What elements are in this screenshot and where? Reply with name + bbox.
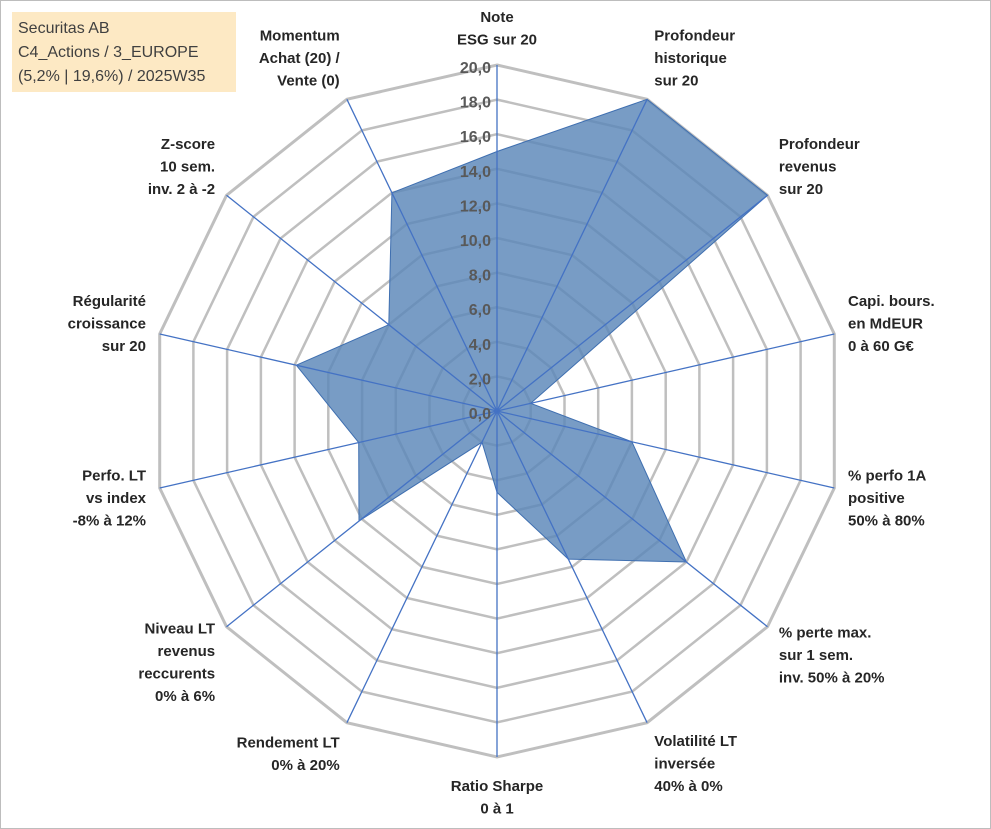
axis-spoke	[159, 410, 498, 489]
axis-spoke	[496, 194, 768, 412]
axis-label-line: Perfo. LT	[82, 467, 146, 484]
axis-label: Momentum Achat (20) / Vente (0)	[259, 27, 341, 89]
axis-spoke	[496, 99, 648, 412]
axis-label: Régularité croissance sur 20	[68, 293, 146, 355]
axis-spoke	[226, 194, 498, 412]
axis-label: Capi. bours. en MdEUR 0 à 60 G€	[848, 293, 935, 355]
axis-label-line: Ratio Sharpe	[451, 778, 544, 795]
axis-label-line: 50% à 80%	[848, 512, 925, 529]
axis-label-line: Achat (20) /	[259, 50, 341, 67]
axis-label: Note ESG sur 20	[457, 9, 537, 49]
axis-label-line: 0% à 20%	[271, 757, 339, 774]
tick-label: 10,0	[460, 233, 491, 250]
axis-label-line: reccurents	[138, 665, 215, 682]
axis-label-line: % perte max.	[779, 625, 872, 642]
axis-label-line: sur 20	[779, 181, 823, 198]
tick-label: 8,0	[469, 268, 491, 285]
series-layer	[295, 98, 769, 563]
axis-spoke	[496, 333, 835, 412]
axis-label-line: 0 à 60 G€	[848, 338, 915, 355]
info-box: Securitas AB C4_Actions / 3_EUROPE (5,2%…	[12, 12, 236, 92]
tick-label: 18,0	[460, 95, 491, 112]
axis-spoke	[496, 410, 835, 489]
tick-label: 12,0	[460, 198, 491, 215]
axis-label: Profondeur historique sur 20	[654, 27, 735, 89]
axis-label-line: % perfo 1A	[848, 467, 927, 484]
axis-label-line: Note	[480, 9, 513, 26]
axis-label-line: sur 20	[102, 338, 146, 355]
axis-label-line: Z-score	[161, 136, 215, 153]
axis-label: Volatilité LT inversée 40% à 0%	[654, 733, 737, 795]
tick-label: 4,0	[469, 337, 491, 354]
axis-label: Z-score 10 sem. inv. 2 à -2	[148, 136, 215, 198]
axis-label: Rendement LT 0% à 20%	[237, 734, 340, 774]
axis-label-line: Profondeur	[654, 27, 735, 44]
tick-label: 20,0	[460, 60, 491, 77]
info-line-stats: (5,2% | 19,6%) / 2025W35	[18, 68, 206, 85]
axis-spoke	[346, 410, 498, 723]
axis-label-line: Vente (0)	[277, 72, 340, 89]
tick-label: 6,0	[469, 302, 491, 319]
axis-label-line: inversée	[654, 756, 715, 773]
axis-label-line: Niveau LT	[145, 620, 216, 637]
axis-label: Niveau LT revenus reccurents 0% à 6%	[138, 620, 215, 705]
axis-label-line: revenus	[779, 159, 837, 176]
axis-label-line: sur 20	[654, 72, 698, 89]
axis-label-line: en MdEUR	[848, 316, 923, 333]
axis-label-line: 40% à 0%	[654, 778, 722, 795]
axis-label-line: historique	[654, 50, 727, 67]
axis-label: Ratio Sharpe 0 à 1	[451, 778, 544, 818]
tick-label: 0,0	[469, 406, 491, 423]
axis-label-line: croissance	[68, 316, 146, 333]
axis-label-line: Volatilité LT	[654, 733, 737, 750]
tick-label: 14,0	[460, 164, 491, 181]
axis-labels: Note ESG sur 20 Profondeur historique sur 20…	[68, 9, 935, 818]
tick-label: 16,0	[460, 129, 491, 146]
axis-label-line: sur 1 sem.	[779, 647, 853, 664]
axis-label-line: 0% à 6%	[155, 688, 215, 705]
axis-label-line: Régularité	[73, 293, 146, 310]
axis-label-line: Capi. bours.	[848, 293, 935, 310]
axis-spoke	[346, 99, 498, 412]
axis-spoke	[496, 410, 768, 628]
axis-label: % perfo 1A positive 50% à 80%	[848, 467, 927, 529]
axis-label-line: Rendement LT	[237, 734, 340, 751]
axis-label-line: Profondeur	[779, 136, 860, 153]
axis-layer	[159, 65, 835, 757]
axis-label-line: revenus	[158, 643, 216, 660]
axis-spoke	[159, 333, 498, 412]
info-line-category: C4_Actions / 3_EUROPE	[18, 44, 199, 61]
axis-spoke	[226, 410, 498, 628]
axis-label: Profondeur revenus sur 20	[779, 136, 860, 198]
axis-label-line: ESG sur 20	[457, 32, 537, 49]
tick-labels: 0,0 2,0 4,0 6,0 8,0 10,0 12,0 14,0 16,0 18,0 20,0	[460, 60, 491, 423]
axis-label: Perfo. LT vs index -8% à 12%	[73, 467, 147, 529]
axis-spoke	[496, 410, 648, 723]
info-line-company: Securitas AB	[18, 20, 110, 37]
axis-label-line: 0 à 1	[480, 801, 513, 818]
axis-label-line: inv. 50% à 20%	[779, 670, 885, 687]
axis-label-line: Momentum	[260, 27, 340, 44]
axis-label-line: 10 sem.	[160, 159, 215, 176]
axis-label: % perte max. sur 1 sem. inv. 50% à 20%	[779, 625, 885, 687]
axis-label-line: -8% à 12%	[73, 512, 146, 529]
tick-label: 2,0	[469, 371, 491, 388]
axis-label-line: vs index	[86, 490, 147, 507]
axis-label-line: inv. 2 à -2	[148, 181, 215, 198]
axis-label-line: positive	[848, 490, 905, 507]
